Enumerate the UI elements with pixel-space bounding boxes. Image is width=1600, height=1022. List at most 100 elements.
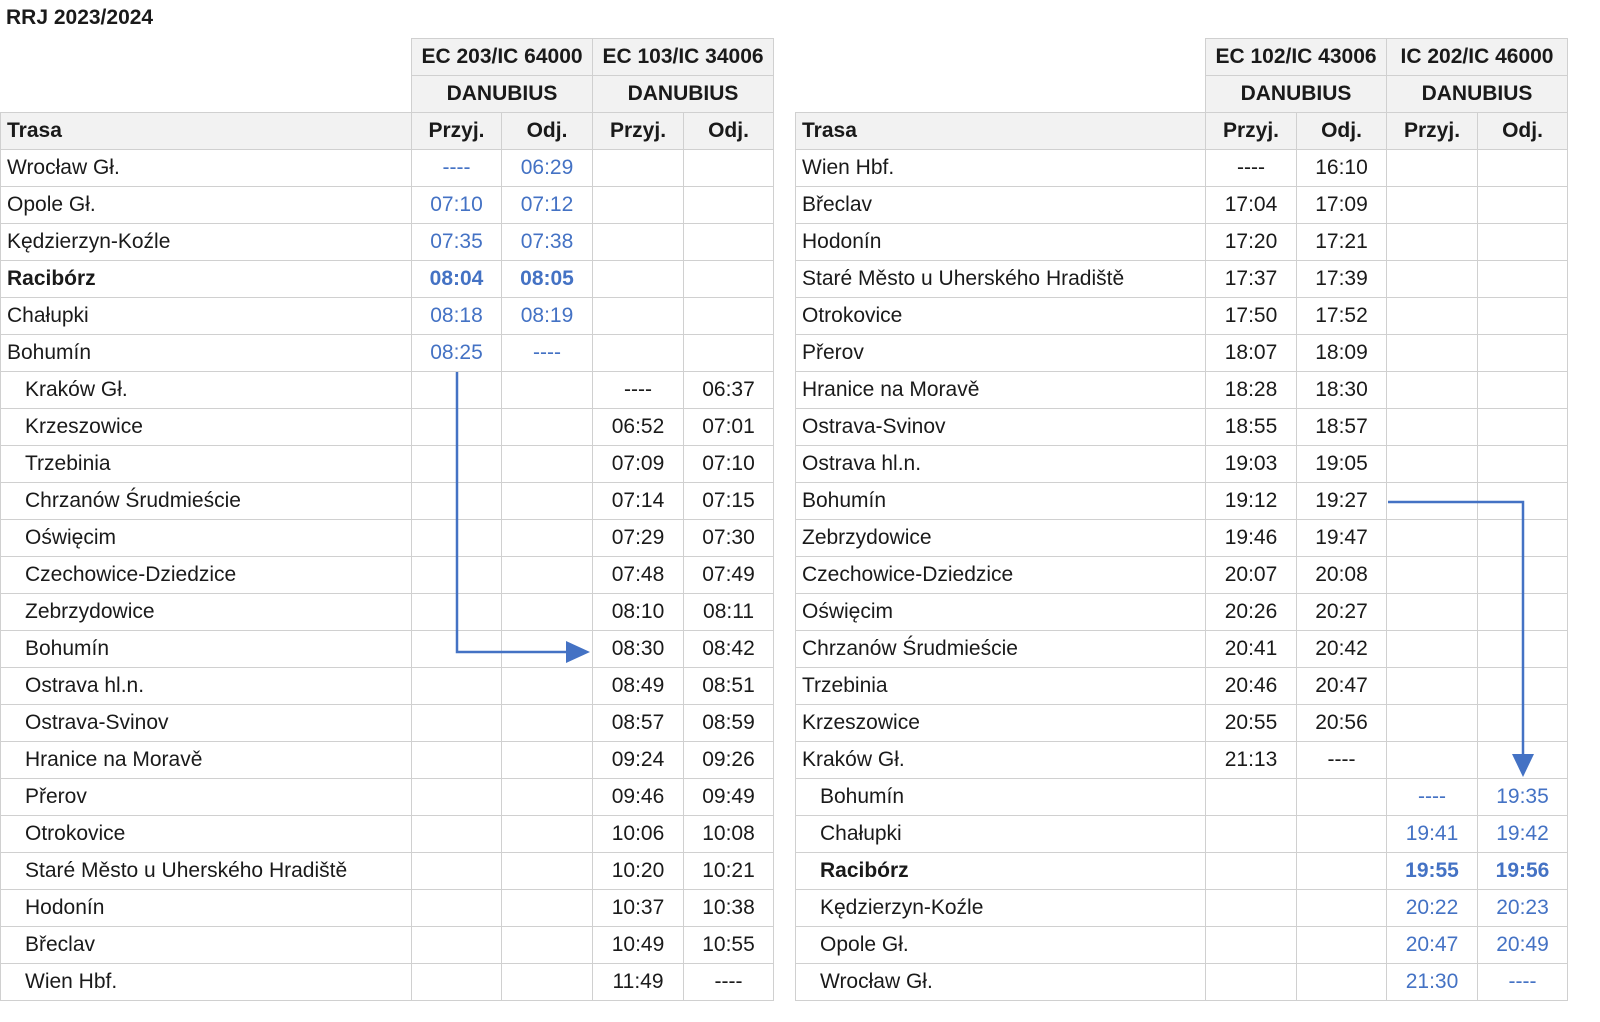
departure-time: 10:08 — [683, 815, 775, 853]
departure-time: 07:30 — [683, 519, 775, 557]
train-number: EC 203/IC 64000 — [410, 38, 594, 76]
station-name: Trzebinia — [0, 445, 412, 483]
departure-time: 20:23 — [1477, 889, 1569, 927]
table-row: Wrocław Gł. ---- 06:29 — [0, 149, 775, 187]
station-name: Přerov — [0, 778, 412, 816]
arrival-time — [1205, 963, 1297, 1001]
departure-time — [1295, 889, 1388, 927]
arrival-time: 19:03 — [1205, 445, 1297, 483]
departure-time: 19:35 — [1477, 778, 1569, 816]
departure-time: 19:42 — [1477, 815, 1569, 853]
arrival-time: 09:24 — [592, 741, 685, 779]
station-name: Ostrava-Svinov — [0, 704, 412, 742]
departure-time: 10:38 — [683, 889, 775, 927]
departure-time — [1477, 593, 1569, 631]
arrival-time: 21:30 — [1386, 963, 1479, 1001]
station-name: Chałupki — [795, 815, 1206, 853]
arrival-time — [592, 260, 685, 298]
table-row: Zebrzydowice 08:10 08:11 — [0, 593, 775, 631]
station-name: Wrocław Gł. — [0, 149, 412, 187]
departure-time — [1295, 815, 1388, 853]
station-name: Chałupki — [0, 297, 412, 335]
departure-time — [1477, 741, 1569, 779]
train-name: DANUBIUS — [410, 75, 594, 113]
table-row: Trzebinia 20:46 20:47 — [795, 667, 1569, 705]
document-title: RRJ 2023/2024 — [6, 6, 154, 29]
arrival-time: 20:07 — [1205, 556, 1297, 594]
train-name: DANUBIUS — [1386, 75, 1569, 113]
arrival-time — [411, 556, 502, 594]
departure-time: 09:26 — [683, 741, 775, 779]
train-name: DANUBIUS — [592, 75, 775, 113]
departure-time: 17:39 — [1295, 260, 1388, 298]
station-name: Czechowice-Dziedzice — [795, 556, 1206, 594]
departure-time — [500, 519, 594, 557]
station-name: Wien Hbf. — [795, 149, 1206, 187]
arrival-time — [1205, 778, 1297, 816]
departure-time — [500, 852, 594, 890]
departure-time — [1477, 186, 1569, 224]
station-name: Bohumín — [795, 778, 1206, 816]
arrival-time: 18:55 — [1205, 408, 1297, 446]
departure-time — [500, 926, 594, 964]
header-blank — [795, 38, 1206, 76]
departure-time — [1477, 408, 1569, 446]
arrival-time — [411, 445, 502, 483]
station-name: Otrokovice — [795, 297, 1206, 335]
arrival-time: 07:29 — [592, 519, 685, 557]
arrival-time — [1386, 556, 1479, 594]
train-name: DANUBIUS — [1204, 75, 1388, 113]
header-blank — [0, 75, 412, 113]
departure-time: 17:09 — [1295, 186, 1388, 224]
table-row: Bohumín 08:30 08:42 — [0, 630, 775, 668]
arrival-time — [1386, 186, 1479, 224]
departure-time — [500, 741, 594, 779]
station-name: Racibórz — [795, 852, 1206, 890]
departure-time — [500, 482, 594, 520]
table-row: Kędzierzyn-Koźle 07:35 07:38 — [0, 223, 775, 261]
station-name: Staré Město u Uherského Hradiště — [0, 852, 412, 890]
arrival-time — [1386, 408, 1479, 446]
table-row: Staré Město u Uherského Hradiště 17:37 17:… — [795, 260, 1569, 298]
arrival-time — [411, 852, 502, 890]
table-row: Kędzierzyn-Koźle 20:22 20:23 — [795, 889, 1569, 927]
arrival-time: 20:41 — [1205, 630, 1297, 668]
station-name: Czechowice-Dziedzice — [0, 556, 412, 594]
arrival-header: Przyj. — [592, 112, 685, 150]
table-row: Bohumín ---- 19:35 — [795, 778, 1569, 816]
arrival-time — [411, 408, 502, 446]
route-header: Trasa — [0, 112, 412, 150]
arrival-time: ---- — [411, 149, 502, 187]
station-name: Kraków Gł. — [0, 371, 412, 409]
arrival-time: 17:20 — [1205, 223, 1297, 261]
departure-time: 06:37 — [683, 371, 775, 409]
arrival-time — [592, 223, 685, 261]
departure-time: 08:11 — [683, 593, 775, 631]
table-row: Racibórz 08:04 08:05 — [0, 260, 775, 298]
station-name: Bohumín — [0, 630, 412, 668]
arrival-time: 08:25 — [411, 334, 502, 372]
station-name: Wien Hbf. — [0, 963, 412, 1001]
station-name: Racibórz — [0, 260, 412, 298]
table-row: Czechowice-Dziedzice 20:07 20:08 — [795, 556, 1569, 594]
station-name: Bohumín — [0, 334, 412, 372]
departure-time — [1477, 371, 1569, 409]
departure-time: ---- — [500, 334, 594, 372]
departure-time — [1295, 926, 1388, 964]
arrival-time — [411, 630, 502, 668]
station-name: Ostrava-Svinov — [795, 408, 1206, 446]
departure-time: 07:49 — [683, 556, 775, 594]
arrival-time — [411, 593, 502, 631]
departure-time — [1477, 334, 1569, 372]
station-name: Hodonín — [795, 223, 1206, 261]
table-row: Chałupki 19:41 19:42 — [795, 815, 1569, 853]
departure-time: 06:29 — [500, 149, 594, 187]
station-name: Chrzanów Śrudmieście — [795, 630, 1206, 668]
arrival-time — [411, 519, 502, 557]
arrival-time: 08:10 — [592, 593, 685, 631]
departure-time: 20:08 — [1295, 556, 1388, 594]
arrival-time — [1386, 667, 1479, 705]
header-blank — [0, 38, 412, 76]
arrival-time — [1386, 149, 1479, 187]
arrival-time — [411, 704, 502, 742]
